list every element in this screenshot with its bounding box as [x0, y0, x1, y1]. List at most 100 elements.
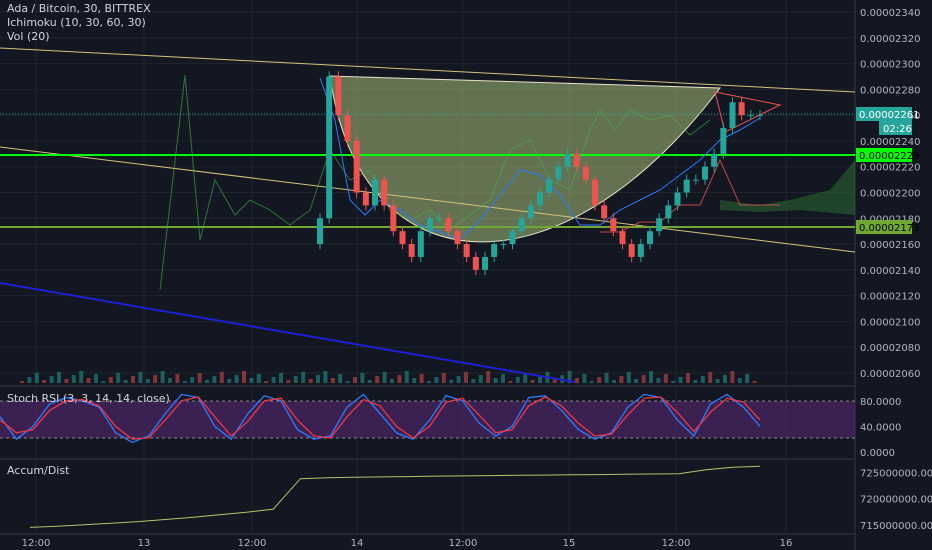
stoch-rsi-label[interactable]: Stoch RSI (3, 3, 14, 14, close)	[7, 392, 170, 405]
volume-bar	[116, 373, 121, 383]
upper-trendline	[0, 47, 856, 93]
time-tick-label: 12:00	[449, 538, 478, 549]
volume-bar	[612, 380, 616, 383]
volume-bar	[441, 373, 446, 383]
accum-tick-label: 715000000.000	[860, 521, 932, 532]
candle-body	[665, 205, 672, 219]
volume-bar	[242, 371, 246, 383]
symbol-title[interactable]: Ada / Bitcoin, 30, BITTREX	[7, 2, 151, 15]
candle-body	[472, 256, 479, 270]
volume-bar	[715, 379, 720, 383]
resistance-tag: 0.00002229	[859, 151, 919, 162]
volume-bar	[197, 373, 202, 383]
volume-bar	[686, 373, 690, 383]
time-tick-label: 16	[780, 538, 793, 549]
volume-label[interactable]: Vol (20)	[7, 30, 50, 43]
candle-body	[372, 179, 378, 206]
volume-bar	[575, 378, 579, 383]
volume-bar	[286, 380, 291, 383]
candle-body	[628, 244, 635, 257]
chart-legend: Ada / Bitcoin, 30, BITTREX Ichimoku (10,…	[7, 2, 151, 44]
price-tick-label: 0.00002340	[860, 8, 920, 19]
volume-bar	[589, 381, 594, 383]
volume-bar	[108, 377, 113, 383]
volume-bar	[649, 371, 653, 383]
volume-bar	[27, 377, 32, 383]
volume-bar	[552, 379, 557, 383]
triangle-drawing	[714, 91, 782, 133]
volume-bar	[330, 378, 335, 383]
stoch-k-line	[0, 393, 761, 444]
ichimoku-baseline	[600, 158, 780, 233]
volume-bars	[20, 371, 757, 383]
candle-body	[637, 244, 644, 257]
candle-body	[555, 166, 562, 180]
volume-bar	[508, 381, 513, 383]
volume-bar	[182, 381, 187, 383]
volume-bar	[419, 374, 424, 383]
accum-dist-label[interactable]: Accum/Dist	[7, 464, 70, 477]
ichimoku-label[interactable]: Ichimoku (10, 30, 60, 30)	[7, 16, 146, 29]
candle-body	[656, 218, 663, 232]
volume-bar	[663, 374, 668, 383]
candle-body	[647, 231, 653, 245]
last-price-tag: 0.00002261	[859, 110, 919, 121]
price-tick-label: 0.00002100	[860, 317, 920, 328]
stoch-tick-label: 40.0000	[860, 422, 901, 433]
candle-body	[417, 231, 424, 257]
volume-bar	[234, 375, 239, 383]
candle-body	[729, 102, 736, 129]
candle-body	[491, 244, 498, 257]
stoch-tick-label: 80.0000	[860, 397, 901, 408]
price-tick-label: 0.00002220	[860, 163, 920, 174]
stoch-band	[0, 401, 855, 438]
volume-bar	[264, 381, 269, 383]
candle-body	[436, 218, 443, 220]
volume-bar	[604, 373, 609, 383]
candle-body	[601, 205, 608, 219]
volume-bar	[382, 372, 387, 383]
volume-bar	[375, 376, 380, 383]
support-tag-bg	[856, 220, 912, 234]
price-tick-label: 0.00002280	[860, 85, 920, 96]
volume-bar	[478, 375, 483, 383]
price-tick-label: 0.00002080	[860, 343, 920, 354]
candle-body	[720, 128, 727, 154]
time-axis[interactable]: 12:00 13 12:00 14 12:00 15 12:00 16	[22, 538, 793, 549]
candle-body	[482, 256, 488, 270]
countdown-tag-bg	[879, 121, 912, 135]
volume-bar	[641, 375, 646, 383]
candle-body	[500, 244, 507, 246]
volume-bar	[700, 376, 705, 383]
volume-bar	[49, 376, 54, 383]
candle-body	[692, 179, 699, 181]
volume-bar	[493, 378, 498, 383]
candle-body	[445, 218, 452, 232]
price-tick-label: 0.00002140	[860, 266, 920, 277]
volume-bar	[212, 376, 217, 383]
time-tick-label: 14	[351, 538, 364, 549]
volume-bar	[360, 373, 365, 383]
volume-bar	[138, 372, 143, 383]
price-tick-label: 0.00002240	[860, 137, 920, 148]
lower-trendline	[0, 146, 856, 253]
volume-bar	[190, 377, 195, 383]
candle-body	[362, 192, 369, 206]
price-axis[interactable]: 0.00002340 0.00002320 0.00002300 0.00002280…	[860, 8, 932, 532]
price-tick-label: 0.00002060	[860, 369, 920, 380]
candle-body	[592, 179, 598, 206]
volume-bar	[168, 378, 172, 383]
time-tick-label: 12:00	[662, 538, 691, 549]
candle-body	[427, 218, 433, 232]
blue-trendline	[0, 282, 576, 383]
volume-bar	[486, 371, 491, 383]
candle-body	[738, 102, 745, 116]
volume-bar	[567, 371, 572, 383]
volume-bar	[279, 373, 283, 383]
cup-pattern	[329, 75, 721, 243]
candle-body	[527, 205, 534, 219]
volume-bar	[515, 377, 520, 383]
volume-bar	[86, 378, 91, 383]
countdown-tag: 02:26	[883, 124, 912, 135]
